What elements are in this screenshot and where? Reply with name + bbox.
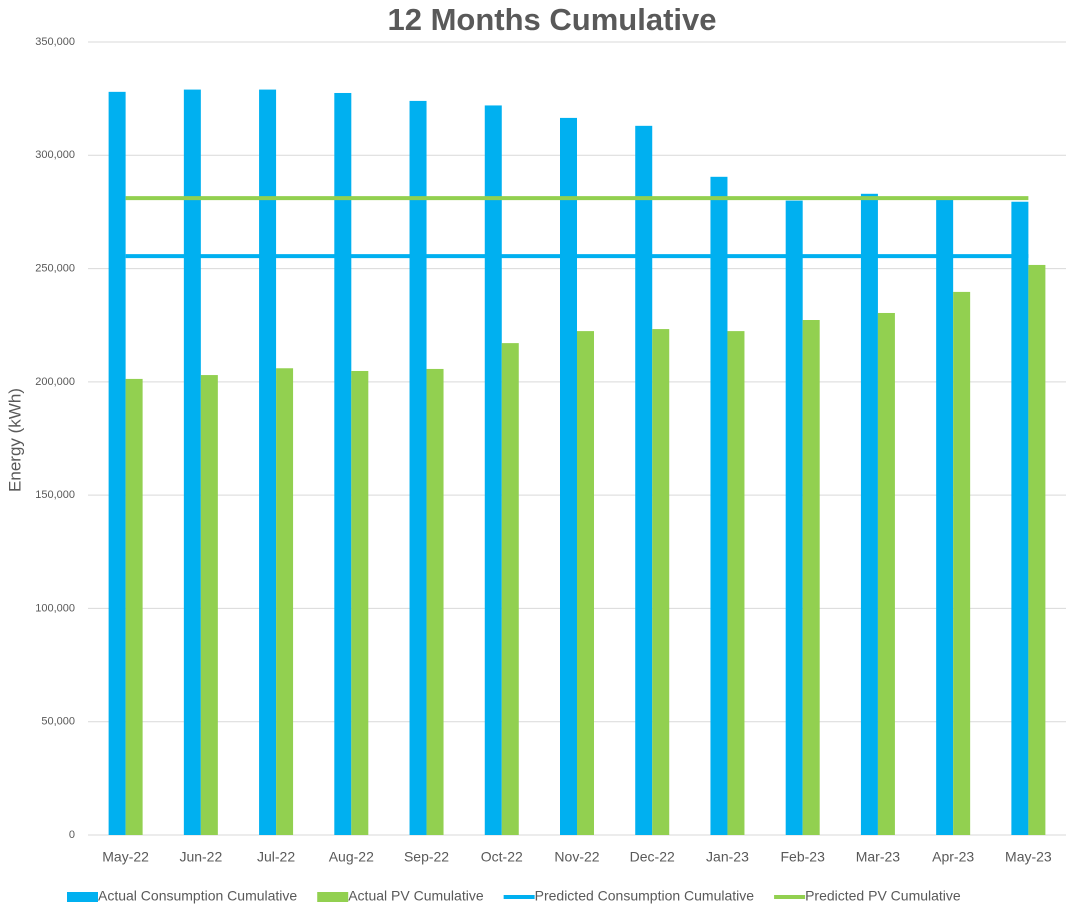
y-axis-label: Energy (kWh) xyxy=(5,388,24,492)
bar xyxy=(108,91,126,836)
x-tick-label: Feb-23 xyxy=(781,849,826,865)
bar xyxy=(560,117,577,835)
bar xyxy=(426,368,444,835)
y-tick-label: 200,000 xyxy=(35,376,75,388)
x-tick-label: Sep-22 xyxy=(404,849,449,865)
bar xyxy=(183,89,201,835)
bar xyxy=(652,329,670,835)
y-tick-label: 50,000 xyxy=(41,716,75,728)
legend-swatch xyxy=(317,892,349,902)
bar xyxy=(259,89,277,835)
x-tick-label: Dec-22 xyxy=(630,849,675,865)
y-tick-label: 350,000 xyxy=(35,36,75,48)
bar xyxy=(710,176,728,835)
x-tick-label: Jun-22 xyxy=(179,849,222,865)
bar xyxy=(785,200,803,836)
bar xyxy=(727,331,745,835)
bar xyxy=(877,312,895,835)
bar xyxy=(1028,264,1046,835)
y-tick-label: 300,000 xyxy=(35,149,75,161)
x-tick-label: May-22 xyxy=(102,849,149,865)
y-tick-label: 100,000 xyxy=(35,602,75,614)
bar xyxy=(276,368,294,835)
x-tick-label: Aug-22 xyxy=(329,849,374,865)
legend-label: Predicted PV Cumulative xyxy=(805,888,961,904)
x-tick-label: Jul-22 xyxy=(257,849,295,865)
bar xyxy=(484,105,502,835)
bar xyxy=(936,199,954,835)
y-tick-label: 250,000 xyxy=(35,262,75,274)
legend-swatch xyxy=(67,892,98,902)
bar xyxy=(409,100,427,835)
legend-label: Actual Consumption Cumulative xyxy=(98,888,297,904)
legend-label: Actual PV Cumulative xyxy=(348,888,484,904)
bar xyxy=(1011,201,1029,836)
bar xyxy=(860,193,878,835)
legend-label: Predicted Consumption Cumulative xyxy=(535,888,755,904)
bar xyxy=(501,343,519,835)
chart-title: 12 Months Cumulative xyxy=(388,2,717,37)
bar xyxy=(125,378,143,835)
bar xyxy=(577,331,594,835)
bar xyxy=(334,92,352,835)
x-tick-label: Apr-23 xyxy=(932,849,974,865)
bar xyxy=(635,125,653,836)
x-tick-label: Jan-23 xyxy=(706,849,749,865)
x-tick-label: Nov-22 xyxy=(554,849,599,865)
x-tick-label: Oct-22 xyxy=(481,849,523,865)
y-tick-label: 150,000 xyxy=(35,489,75,501)
x-tick-label: May-23 xyxy=(1005,849,1052,865)
x-tick-label: Mar-23 xyxy=(856,849,901,865)
bar xyxy=(953,291,971,835)
bar xyxy=(200,375,218,835)
bar xyxy=(802,320,820,835)
y-tick-label: 0 xyxy=(69,829,75,841)
bar xyxy=(351,370,369,835)
